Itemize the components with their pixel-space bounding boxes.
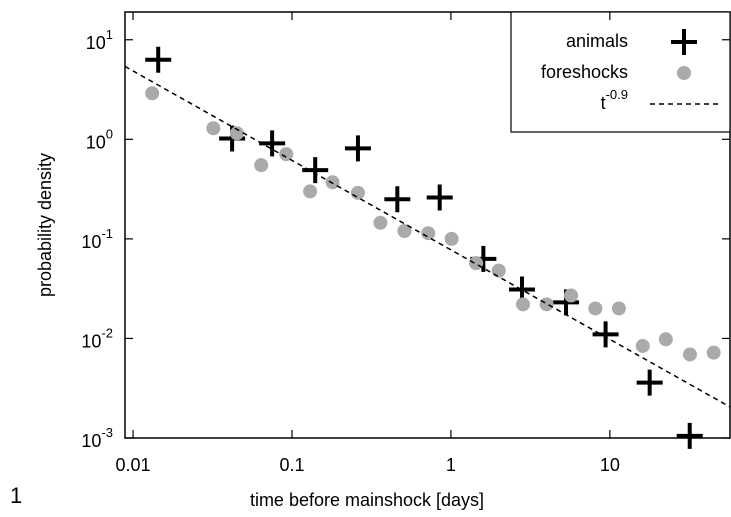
- plus-stroke: [145, 46, 172, 73]
- dot-marker: [206, 121, 221, 136]
- plus-marker: [302, 157, 329, 184]
- dot-marker: [515, 297, 530, 312]
- x-axis-label: time before mainshock [days]: [250, 490, 484, 510]
- y-tick-label: 101: [86, 27, 113, 52]
- legend-symbol: [671, 29, 697, 55]
- dot-marker: [145, 86, 160, 101]
- plus-stroke: [636, 369, 663, 396]
- dot-marker: [564, 288, 579, 303]
- dot-marker: [539, 297, 554, 312]
- y-tick-label: 100: [86, 127, 113, 152]
- x-tick-label: 1: [446, 455, 456, 475]
- dot-marker: [279, 147, 294, 162]
- plus-stroke: [302, 157, 329, 184]
- dot-marker: [397, 223, 412, 238]
- plus-marker: [636, 369, 663, 396]
- dot-marker: [706, 345, 721, 360]
- dot-marker: [303, 184, 318, 199]
- dot-marker: [350, 185, 365, 200]
- legend-label: animals: [566, 31, 628, 51]
- plus-stroke: [426, 184, 453, 211]
- dot-marker: [682, 347, 697, 362]
- plus-marker: [344, 135, 371, 162]
- dot-marker: [469, 256, 484, 271]
- panel-label: 1: [10, 483, 22, 508]
- dot-marker: [254, 158, 269, 173]
- y-tick-label: 10-2: [81, 326, 113, 351]
- dot-marker: [325, 175, 340, 190]
- plot-frame: [124, 11, 731, 439]
- plus-stroke: [259, 130, 286, 157]
- legend-label: foreshocks: [541, 62, 628, 82]
- x-tick-label: 10: [600, 455, 620, 475]
- dot-marker: [588, 301, 603, 316]
- plus-marker: [384, 186, 411, 213]
- dot-marker: [373, 215, 388, 230]
- legend-symbol: [677, 66, 691, 80]
- plus-marker: [145, 46, 172, 73]
- dot-marker: [229, 126, 244, 141]
- plus-marker: [426, 184, 453, 211]
- legend-box: [510, 11, 731, 133]
- dot-marker: [635, 338, 650, 353]
- dot-marker: [444, 231, 459, 246]
- plus-stroke: [384, 186, 411, 213]
- plus-stroke: [344, 135, 371, 162]
- plus-marker: [259, 130, 286, 157]
- legend-label: t-0.9: [601, 87, 628, 112]
- plus-stroke: [592, 321, 619, 348]
- y-tick-label: 10-1: [81, 226, 113, 251]
- dot-marker: [491, 263, 506, 278]
- dot-marker: [421, 226, 436, 241]
- plus-marker: [676, 422, 703, 449]
- y-axis-label: probability density: [35, 153, 55, 297]
- dot-marker: [611, 301, 626, 316]
- y-tick-label: 10-3: [81, 425, 113, 450]
- plus-stroke: [676, 422, 703, 449]
- dot-marker: [658, 332, 673, 347]
- x-tick-label: 0.1: [279, 455, 304, 475]
- fit-line: [124, 65, 731, 408]
- x-tick-label: 0.01: [116, 455, 151, 475]
- plus-marker: [592, 321, 619, 348]
